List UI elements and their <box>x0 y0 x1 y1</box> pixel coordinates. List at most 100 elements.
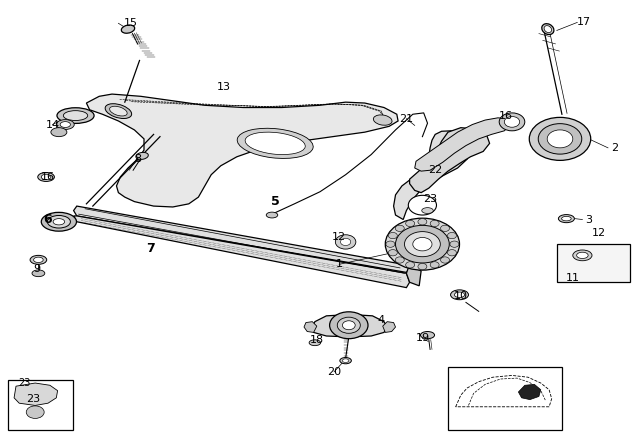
Circle shape <box>396 257 404 263</box>
Text: 16: 16 <box>499 111 513 121</box>
Text: 22: 22 <box>428 165 442 175</box>
Text: 23: 23 <box>26 394 40 404</box>
Ellipse shape <box>420 332 435 339</box>
Circle shape <box>388 233 397 239</box>
Polygon shape <box>86 94 398 207</box>
Circle shape <box>335 235 356 249</box>
Text: 12: 12 <box>591 228 605 238</box>
Bar <box>448 367 562 430</box>
Ellipse shape <box>56 120 74 129</box>
Text: 19: 19 <box>415 333 429 343</box>
Ellipse shape <box>47 215 70 228</box>
Circle shape <box>418 219 427 225</box>
Polygon shape <box>74 216 410 288</box>
Circle shape <box>547 130 573 148</box>
Circle shape <box>406 262 415 268</box>
Polygon shape <box>518 384 541 400</box>
Ellipse shape <box>105 103 132 119</box>
Circle shape <box>386 241 395 247</box>
Text: 6: 6 <box>44 213 52 226</box>
Circle shape <box>430 220 439 227</box>
Circle shape <box>337 317 360 333</box>
Ellipse shape <box>454 292 465 297</box>
Polygon shape <box>383 322 396 332</box>
Text: 8: 8 <box>134 154 141 164</box>
Text: 13: 13 <box>217 82 231 92</box>
Text: 12: 12 <box>332 233 346 242</box>
Ellipse shape <box>63 111 88 121</box>
Ellipse shape <box>32 270 45 276</box>
Circle shape <box>408 195 436 215</box>
Text: 23: 23 <box>18 378 30 388</box>
Ellipse shape <box>340 358 351 364</box>
Text: 20: 20 <box>327 367 341 377</box>
Circle shape <box>440 225 449 232</box>
Text: 3: 3 <box>586 215 592 224</box>
Text: 18: 18 <box>310 336 324 345</box>
Ellipse shape <box>577 252 588 258</box>
Circle shape <box>388 250 397 256</box>
Circle shape <box>404 232 440 257</box>
Ellipse shape <box>558 215 575 223</box>
Ellipse shape <box>451 290 468 300</box>
Ellipse shape <box>136 152 148 159</box>
Text: 4: 4 <box>377 315 385 325</box>
Polygon shape <box>415 118 511 171</box>
Ellipse shape <box>34 257 43 263</box>
Ellipse shape <box>544 26 552 33</box>
Circle shape <box>385 218 460 270</box>
Text: 000-2029: 000-2029 <box>469 421 506 430</box>
Circle shape <box>340 238 351 246</box>
Ellipse shape <box>51 128 67 137</box>
Ellipse shape <box>342 359 349 362</box>
Bar <box>8 380 73 430</box>
Ellipse shape <box>573 250 592 261</box>
Polygon shape <box>312 314 387 337</box>
Ellipse shape <box>109 106 127 116</box>
Circle shape <box>418 263 427 270</box>
Polygon shape <box>406 264 421 286</box>
Ellipse shape <box>245 132 305 155</box>
Text: 16: 16 <box>41 172 55 182</box>
Polygon shape <box>14 383 58 405</box>
Circle shape <box>26 406 44 418</box>
Ellipse shape <box>373 115 392 125</box>
Text: 17: 17 <box>577 17 591 27</box>
Text: 2: 2 <box>611 143 618 153</box>
Polygon shape <box>74 206 410 272</box>
Text: 15: 15 <box>124 18 138 28</box>
Ellipse shape <box>60 122 70 127</box>
Ellipse shape <box>309 340 321 346</box>
Circle shape <box>330 312 368 339</box>
Circle shape <box>430 262 439 268</box>
Text: 11: 11 <box>566 273 580 283</box>
Circle shape <box>529 117 591 160</box>
Circle shape <box>499 113 525 131</box>
Polygon shape <box>410 128 490 193</box>
Ellipse shape <box>237 128 313 159</box>
Bar <box>557 244 630 282</box>
Text: 5: 5 <box>271 195 280 208</box>
Circle shape <box>447 250 456 256</box>
Ellipse shape <box>41 174 51 180</box>
Ellipse shape <box>422 207 433 213</box>
Circle shape <box>342 321 355 330</box>
Text: 23: 23 <box>423 194 437 204</box>
Circle shape <box>450 241 459 247</box>
Ellipse shape <box>30 255 47 264</box>
Text: 21: 21 <box>399 114 413 124</box>
Ellipse shape <box>122 25 134 33</box>
Ellipse shape <box>41 212 77 231</box>
Circle shape <box>440 257 449 263</box>
Circle shape <box>406 220 415 227</box>
Circle shape <box>504 116 520 127</box>
Circle shape <box>396 225 404 232</box>
Text: 14: 14 <box>45 120 60 129</box>
Text: 1: 1 <box>336 259 342 269</box>
Text: 9: 9 <box>33 264 41 274</box>
Text: 7: 7 <box>146 242 155 255</box>
Ellipse shape <box>53 219 65 225</box>
Circle shape <box>396 225 449 263</box>
Ellipse shape <box>542 24 554 34</box>
Text: 10: 10 <box>454 291 468 301</box>
